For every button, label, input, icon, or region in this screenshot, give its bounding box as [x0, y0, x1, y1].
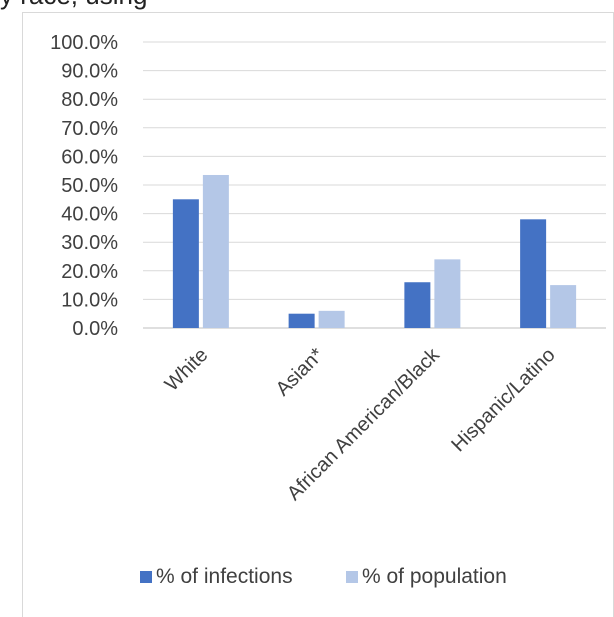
- y-tick-label: 10.0%: [61, 289, 118, 311]
- bar-infections: [520, 219, 547, 328]
- bar-population: [550, 285, 577, 328]
- y-axis-ticks: 0.0% 10.0% 20.0% 30.0% 40.0% 50.0% 60.0% 70.0% 8…: [50, 32, 118, 340]
- header-text-fragment: y race, using: [0, 0, 147, 11]
- legend-label: % of infections: [156, 565, 293, 588]
- y-tick-label: 80.0%: [61, 89, 118, 111]
- y-tick-label: 30.0%: [61, 232, 118, 254]
- bar-infections: [172, 199, 199, 328]
- y-tick-label: 60.0%: [61, 146, 118, 168]
- category-label: Hispanic/Latino: [447, 344, 559, 456]
- bar-infections: [404, 282, 431, 328]
- y-tick-label: 40.0%: [61, 204, 118, 226]
- chart-frame: [22, 12, 614, 617]
- legend-swatch: [346, 571, 358, 583]
- y-tick-label: 100.0%: [50, 32, 118, 54]
- y-tick-label: 0.0%: [72, 318, 118, 340]
- bar-population: [202, 174, 229, 328]
- y-tick-label: 20.0%: [61, 261, 118, 283]
- bars: [172, 174, 577, 328]
- y-tick-label: 50.0%: [61, 175, 118, 197]
- legend-label: % of population: [362, 565, 507, 588]
- bar-population: [434, 259, 461, 328]
- bar-infections: [288, 313, 315, 328]
- category-label: Asian*: [272, 344, 329, 401]
- category-label: White: [161, 344, 213, 396]
- category-labels: White Asian*African American/Black Hispani…: [161, 343, 560, 505]
- legend-swatch: [140, 571, 152, 583]
- bar-population: [318, 310, 345, 328]
- y-tick-label: 90.0%: [61, 61, 118, 83]
- legend: % of infections % of population: [140, 565, 507, 588]
- y-tick-label: 70.0%: [61, 118, 118, 140]
